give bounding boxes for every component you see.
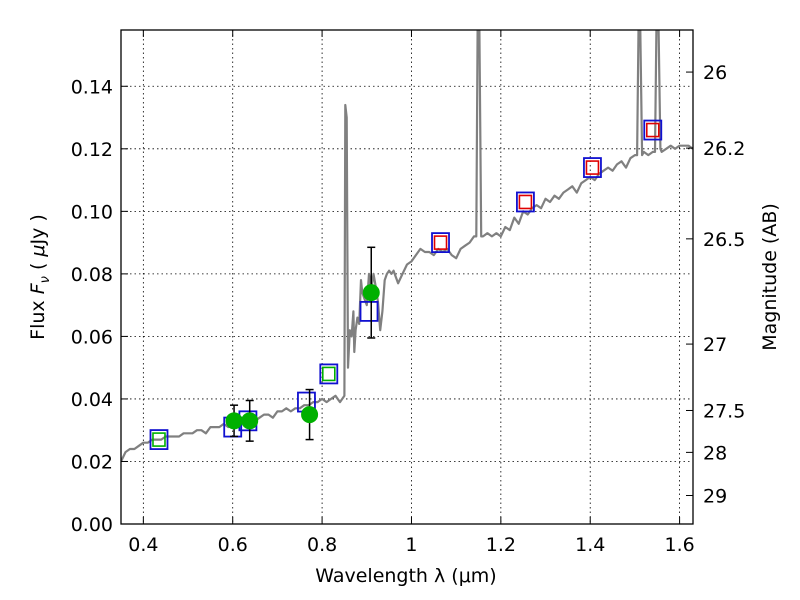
- mag-tick-label: 27: [703, 334, 727, 356]
- y2-axis-label: Magnitude (AB): [759, 203, 781, 351]
- y-axis-label-mu: μ: [27, 244, 49, 257]
- green-data-point: [225, 412, 243, 430]
- x-tick-label: 0.8: [307, 534, 337, 556]
- y-axis-label-prefix: Flux: [27, 294, 49, 340]
- y-axis-label-symbol: F: [27, 282, 49, 294]
- mag-tick-label: 26.5: [703, 229, 745, 251]
- blue-square-marker: [583, 157, 602, 178]
- y-axis-label-unit: Jy ): [27, 214, 49, 245]
- green-square-marker: [321, 366, 336, 382]
- blue-square-marker: [149, 429, 169, 450]
- blue-square-marker: [359, 300, 379, 322]
- blue-square-marker: [516, 191, 535, 213]
- blue-square-marker: [319, 363, 339, 385]
- y-tick-label: 0.08: [71, 264, 113, 286]
- x-tick-label: 0.4: [128, 534, 158, 556]
- mag-tick-label: 26.2: [703, 138, 745, 160]
- green-data-point: [301, 406, 319, 424]
- mag-tick-label: 28: [703, 442, 727, 464]
- y-axis-label: Flux Fν ( μJy ): [27, 214, 53, 340]
- x-tick-label: 1.6: [664, 534, 694, 556]
- x-tick-label: 1.2: [486, 534, 516, 556]
- y-axis-label-open: (: [27, 257, 49, 277]
- y-tick-label: 0.06: [71, 326, 113, 348]
- green-square-marker: [152, 432, 166, 447]
- y-tick-label: 0.10: [71, 201, 113, 223]
- y-tick-label: 0.14: [71, 76, 113, 98]
- y-axis-label-subscript: ν: [38, 276, 53, 283]
- mag-tick-label: 27.5: [703, 400, 745, 422]
- blue-square-marker: [643, 119, 663, 141]
- mag-tick-label: 26: [703, 62, 727, 84]
- y-tick-label: 0.12: [71, 139, 113, 161]
- red-square-marker: [585, 160, 600, 175]
- green-data-point: [241, 412, 259, 430]
- green-data-point: [362, 284, 380, 302]
- blue-square-marker: [431, 232, 450, 254]
- model-sed-line: [121, 30, 693, 462]
- x-tick-label: 1.4: [575, 534, 605, 556]
- x-tick-label: 1: [405, 534, 417, 556]
- red-square-marker: [433, 235, 448, 250]
- red-square-marker: [518, 194, 533, 210]
- tick-layer: 0.4 0.6 0.8 1 1.2 1.4 1.6 0.00 0.02 0.04 0.06 0.08 0…: [71, 30, 745, 556]
- plot-area: [121, 30, 693, 462]
- plot-frame: [120, 29, 694, 525]
- x-tick-label: 0.6: [218, 534, 248, 556]
- y-tick-label: 0.04: [71, 389, 113, 411]
- y-tick-label: 0.02: [71, 451, 113, 473]
- grid-layer: [121, 30, 693, 524]
- mag-tick-label: 29: [703, 485, 727, 507]
- y-tick-label: 0.00: [71, 514, 113, 536]
- x-axis-label: Wavelength λ (μm): [315, 565, 496, 587]
- red-square-marker: [645, 122, 660, 138]
